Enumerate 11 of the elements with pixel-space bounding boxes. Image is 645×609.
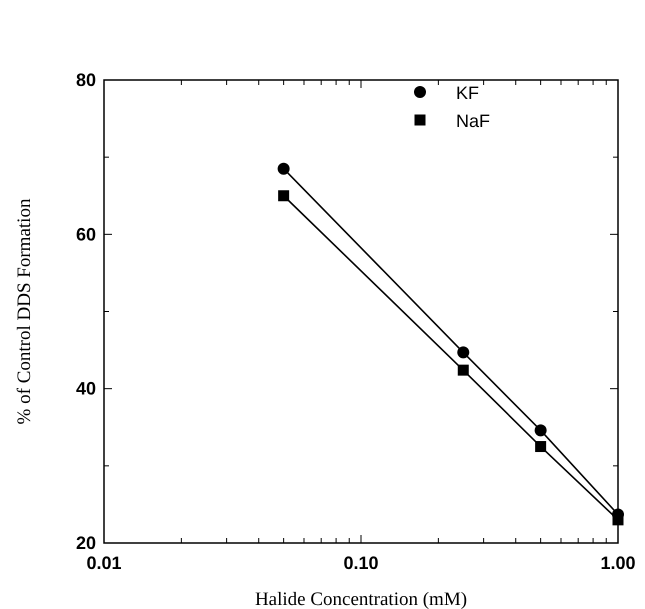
y-tick-label: 20 <box>76 533 96 553</box>
y-tick-label: 40 <box>76 378 96 399</box>
x-tick-label: 0.01 <box>86 553 122 573</box>
legend-label: NaF <box>456 111 490 131</box>
x-axis-title: Halide Concentration (mM) <box>254 589 468 609</box>
x-tick-label: 0.10 <box>343 553 379 573</box>
y-axis-title: % of Control DDS Formation <box>14 198 35 424</box>
y-tick-label: 60 <box>76 224 96 244</box>
x-tick-label: 1.00 <box>600 553 636 573</box>
y-tick-label: 80 <box>76 70 96 90</box>
legend-label: KF <box>456 83 480 103</box>
